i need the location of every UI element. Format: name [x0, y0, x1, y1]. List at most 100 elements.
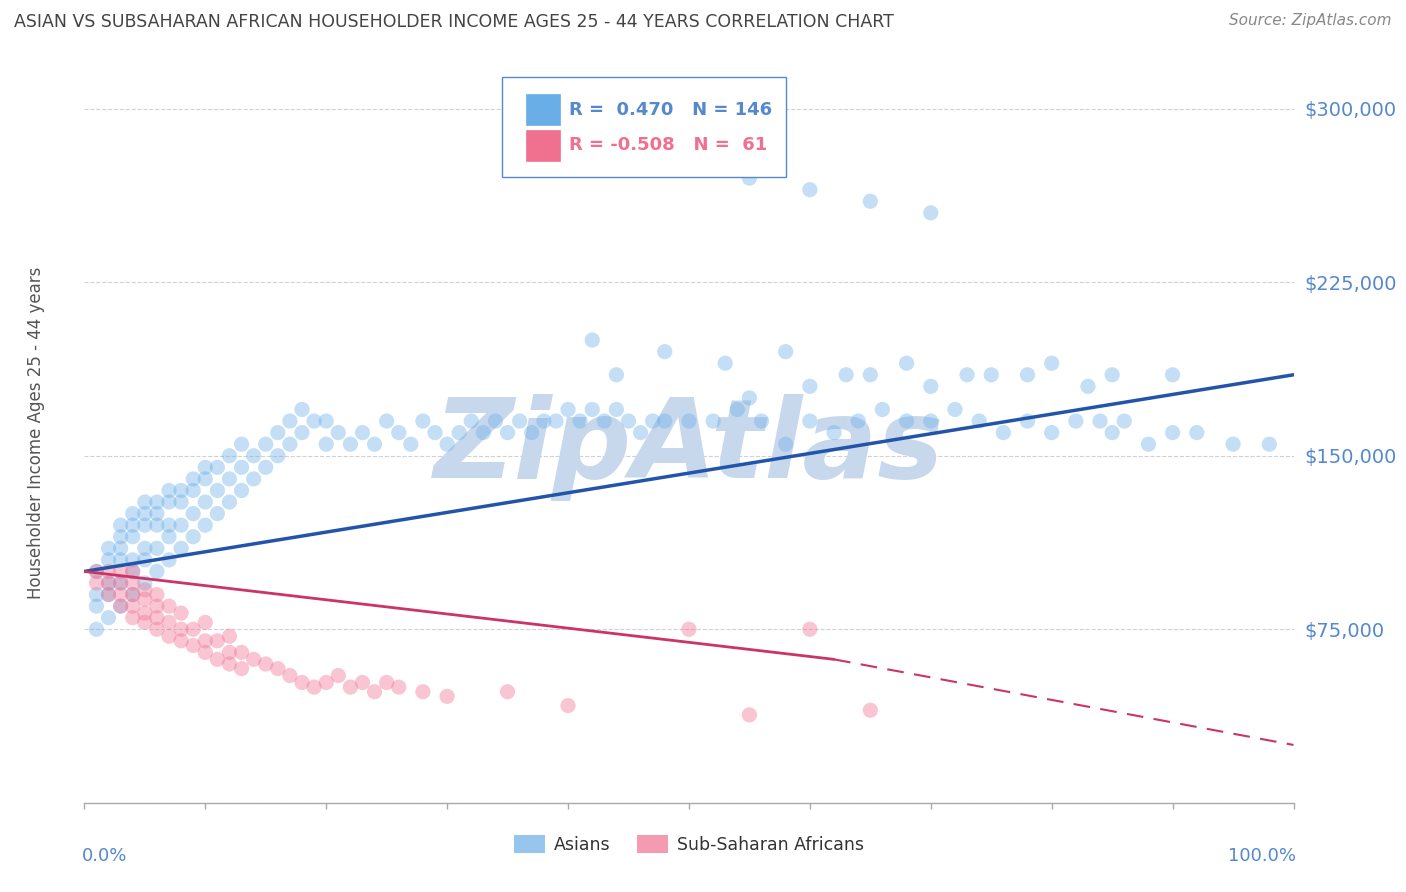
Point: [110, 553, 132, 567]
Point: [121, 518, 143, 533]
Point: [121, 588, 143, 602]
Point: [231, 437, 253, 451]
Point: [375, 675, 398, 690]
Point: [121, 610, 143, 624]
Point: [267, 449, 290, 463]
Point: [218, 472, 240, 486]
Point: [157, 530, 180, 544]
Point: [1161, 425, 1184, 440]
Text: R = -0.508   N =  61: R = -0.508 N = 61: [569, 136, 768, 154]
Point: [194, 472, 217, 486]
Point: [388, 425, 411, 440]
Point: [1064, 414, 1087, 428]
Legend: Asians, Sub-Saharan Africans: Asians, Sub-Saharan Africans: [508, 828, 870, 861]
Point: [254, 657, 277, 671]
Point: [363, 685, 385, 699]
Point: [339, 680, 361, 694]
Point: [86, 565, 108, 579]
Text: 0.0%: 0.0%: [82, 847, 128, 865]
Point: [86, 588, 108, 602]
Point: [920, 379, 942, 393]
Point: [110, 530, 132, 544]
Point: [872, 402, 894, 417]
Point: [134, 592, 156, 607]
Point: [605, 402, 627, 417]
Point: [97, 588, 120, 602]
Point: [242, 472, 264, 486]
FancyBboxPatch shape: [502, 78, 786, 178]
Point: [993, 425, 1015, 440]
Point: [278, 414, 301, 428]
Point: [110, 576, 132, 591]
Point: [97, 576, 120, 591]
Point: [581, 333, 603, 347]
Point: [315, 414, 337, 428]
Point: [134, 615, 156, 630]
Point: [121, 507, 143, 521]
Point: [617, 414, 640, 428]
Point: [242, 652, 264, 666]
Point: [207, 507, 229, 521]
Point: [134, 541, 156, 556]
Point: [738, 391, 761, 405]
Point: [775, 437, 797, 451]
Point: [315, 675, 337, 690]
Point: [1258, 437, 1281, 451]
Point: [557, 698, 579, 713]
Point: [157, 483, 180, 498]
Point: [134, 518, 156, 533]
Point: [859, 368, 882, 382]
Point: [278, 668, 301, 682]
Point: [110, 588, 132, 602]
Point: [1161, 368, 1184, 382]
Point: [194, 495, 217, 509]
Point: [181, 639, 204, 653]
Point: [194, 460, 217, 475]
Point: [121, 588, 143, 602]
Text: Householder Income Ages 25 - 44 years: Householder Income Ages 25 - 44 years: [27, 267, 45, 599]
Point: [605, 368, 627, 382]
Point: [967, 414, 990, 428]
Point: [399, 437, 422, 451]
Text: R =  0.470   N = 146: R = 0.470 N = 146: [569, 101, 772, 119]
Point: [146, 495, 169, 509]
Point: [956, 368, 979, 382]
Point: [218, 645, 240, 659]
Point: [170, 495, 193, 509]
Point: [315, 437, 337, 451]
Text: ZipAtlas: ZipAtlas: [433, 394, 945, 501]
Point: [146, 518, 169, 533]
Point: [557, 402, 579, 417]
Point: [423, 425, 446, 440]
Point: [110, 541, 132, 556]
Point: [352, 675, 374, 690]
Point: [1137, 437, 1160, 451]
Point: [702, 414, 724, 428]
Point: [641, 414, 664, 428]
Point: [509, 414, 531, 428]
Point: [520, 425, 543, 440]
Point: [170, 622, 193, 636]
Point: [738, 171, 761, 186]
Point: [388, 680, 411, 694]
Point: [1017, 368, 1039, 382]
Point: [654, 344, 676, 359]
Point: [678, 414, 700, 428]
Point: [1077, 379, 1099, 393]
Point: [110, 576, 132, 591]
Text: 100.0%: 100.0%: [1227, 847, 1296, 865]
Point: [134, 553, 156, 567]
Point: [207, 483, 229, 498]
Point: [544, 414, 567, 428]
Point: [799, 379, 821, 393]
Point: [231, 460, 253, 475]
Point: [157, 518, 180, 533]
Point: [375, 414, 398, 428]
Point: [859, 194, 882, 209]
Point: [134, 582, 156, 597]
Point: [823, 425, 845, 440]
Point: [146, 541, 169, 556]
Point: [738, 707, 761, 722]
Point: [1114, 414, 1136, 428]
Text: Source: ZipAtlas.com: Source: ZipAtlas.com: [1229, 13, 1392, 29]
